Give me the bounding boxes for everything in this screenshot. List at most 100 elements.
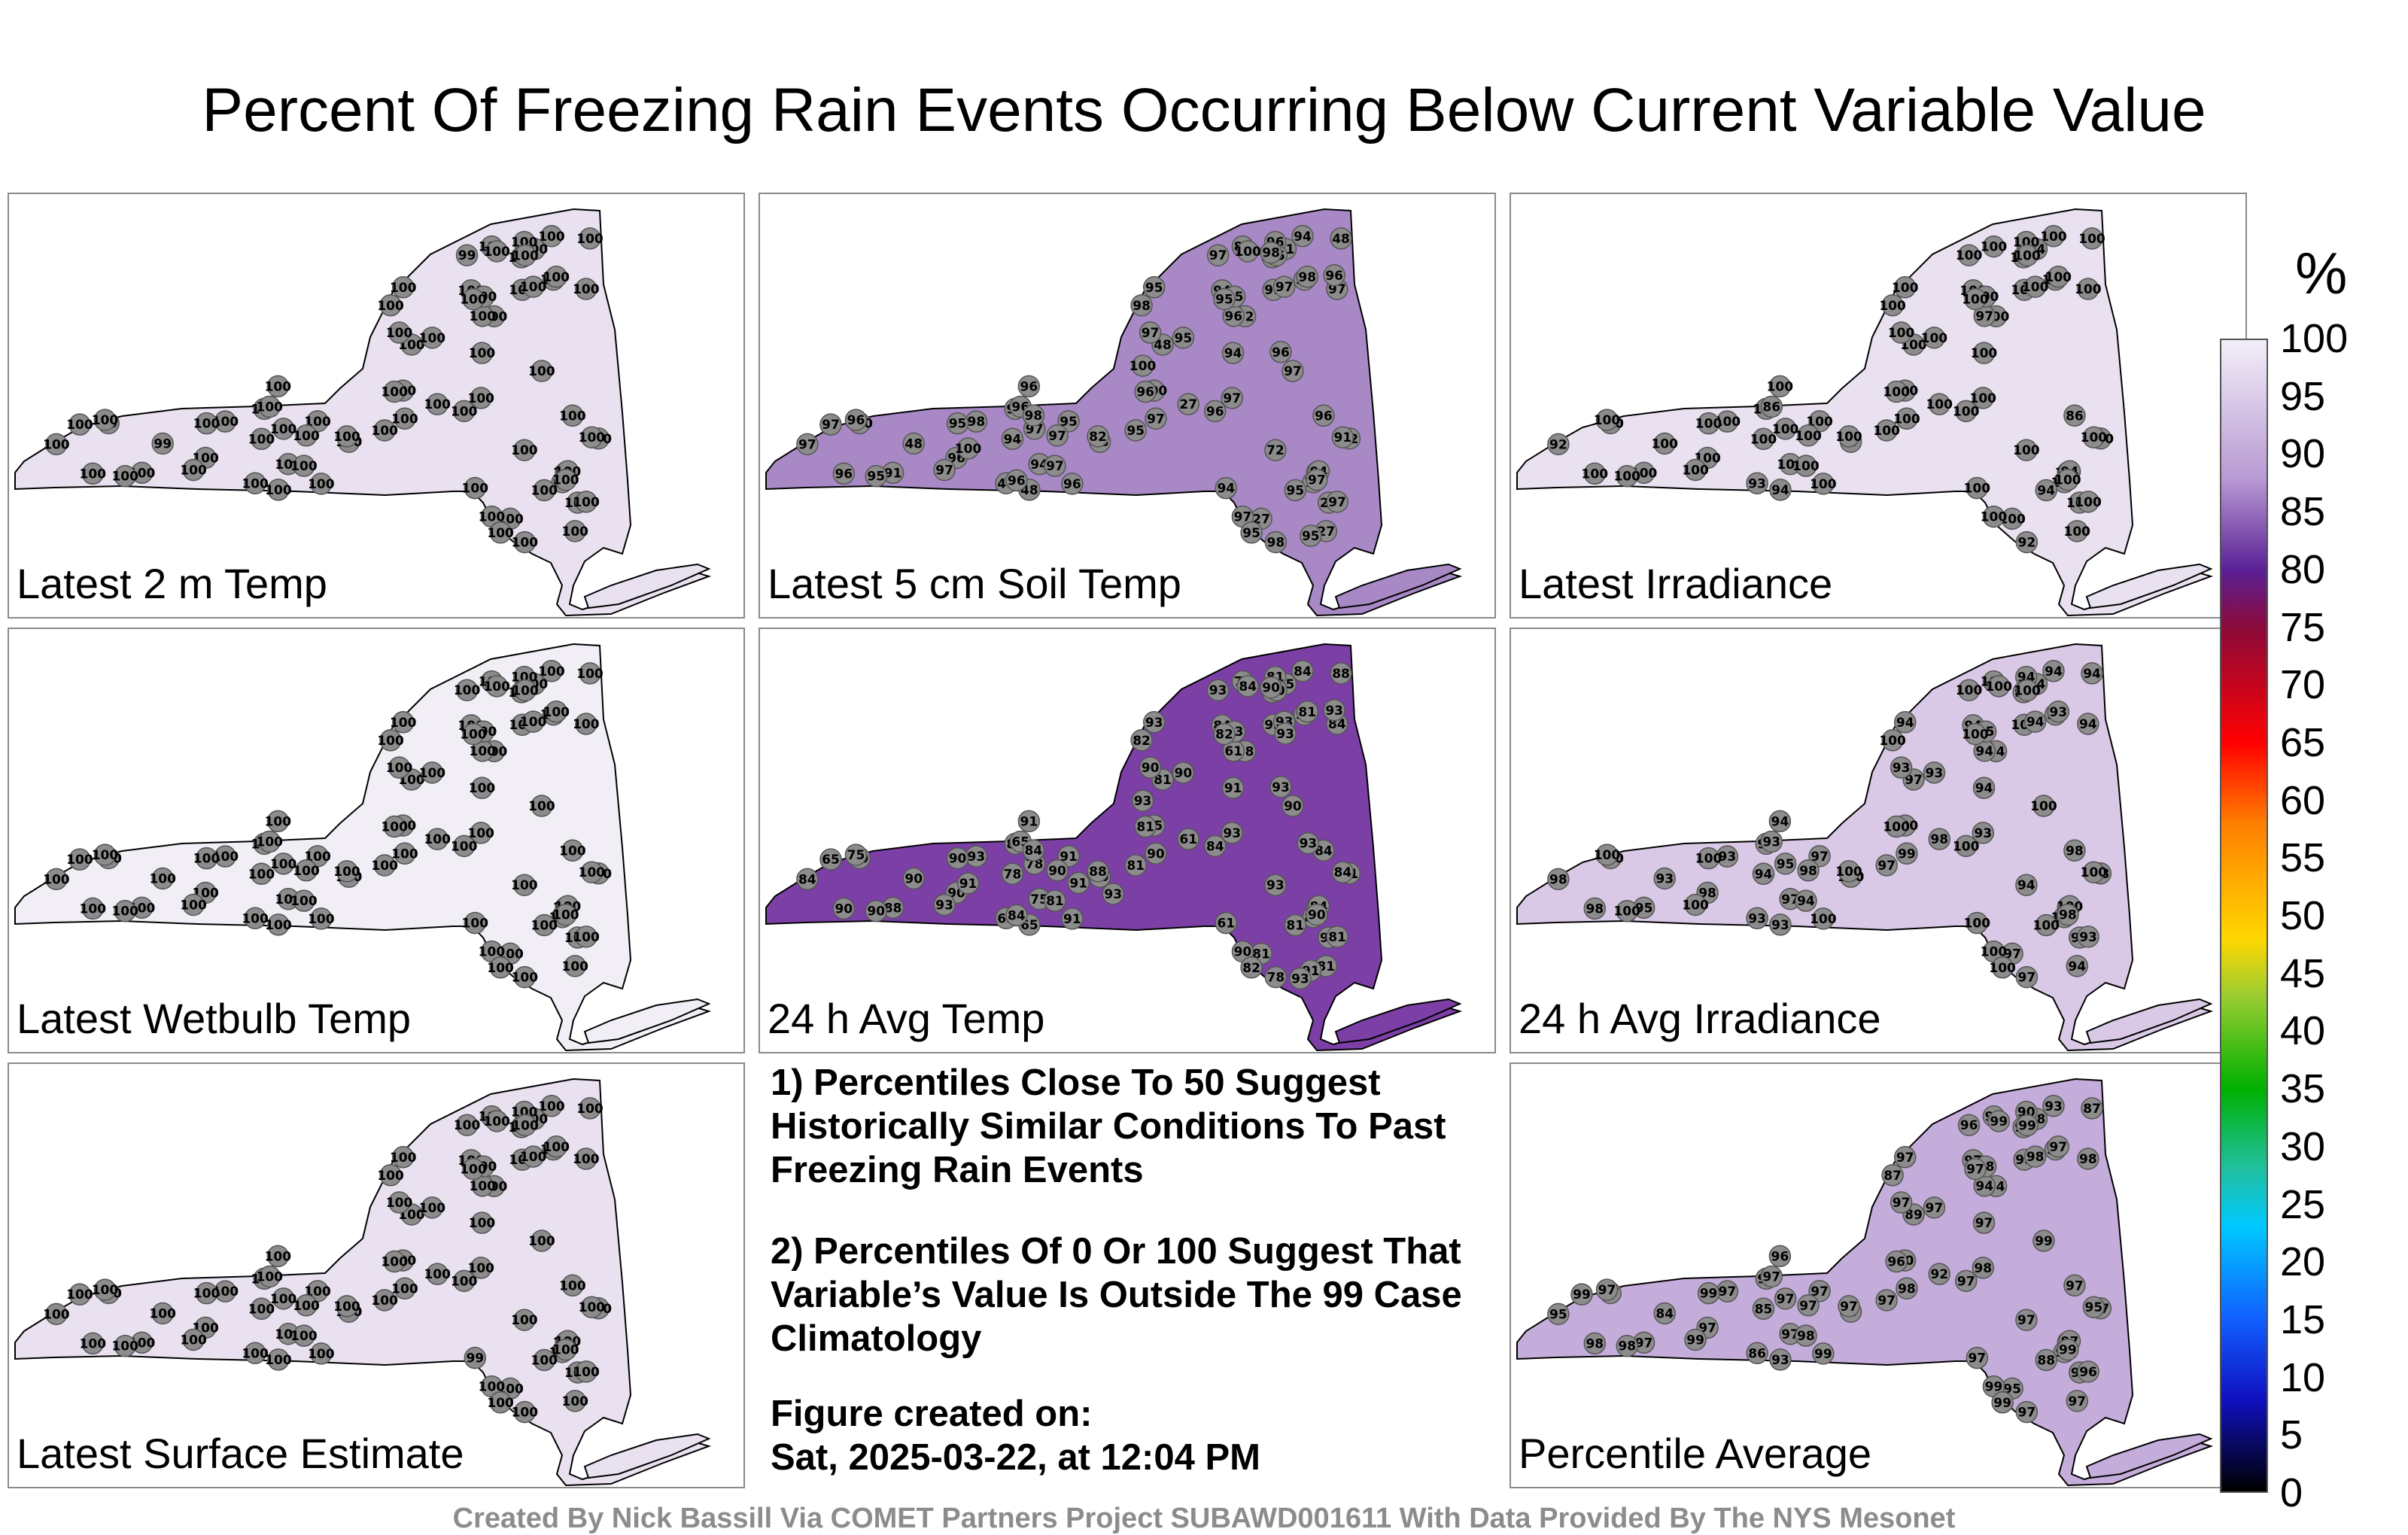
station-value: 96 <box>835 467 853 482</box>
station-value: 100 <box>381 1255 408 1270</box>
panel-label: Latest Irradiance <box>1519 560 1833 607</box>
station-marker: 100 <box>2033 913 2060 937</box>
station-value: 92 <box>1930 1267 1948 1282</box>
station-value: 97 <box>1966 1163 1984 1178</box>
station-value: 100 <box>1970 391 1997 406</box>
station-value: 100 <box>92 413 119 428</box>
station-marker: 100 <box>511 1309 538 1331</box>
station-value: 100 <box>92 848 119 863</box>
station-marker: 100 <box>2054 468 2081 491</box>
station-marker: 94 <box>2015 874 2038 896</box>
station-value: 96 <box>1771 1249 1789 1264</box>
station-value: 94 <box>2079 717 2097 732</box>
colorbar-tick-label: 65 <box>2280 719 2326 765</box>
station-value: 93 <box>1104 887 1122 902</box>
station-marker: 100 <box>1714 410 1741 433</box>
station-value: 98 <box>1974 1261 1992 1276</box>
state-outline <box>14 643 712 1052</box>
station-marker: 100 <box>531 913 558 937</box>
station-marker: 97 <box>1797 1294 1820 1317</box>
station-marker: 100 <box>579 1296 605 1318</box>
station-value: 100 <box>1130 359 1157 374</box>
station-marker: 100 <box>419 761 445 784</box>
station-marker: 100 <box>469 342 495 364</box>
station-marker: 90 <box>1306 903 1328 926</box>
station-marker: 100 <box>1962 287 1989 311</box>
colorbar-tick-label: 5 <box>2280 1412 2303 1458</box>
station-value: 96 <box>1063 477 1081 492</box>
station-value: 100 <box>2040 229 2067 245</box>
station-value: 100 <box>1981 945 2008 960</box>
ny-state-map: 1001001001001001001001001001001009910010… <box>14 1078 712 1487</box>
station-value: 98 <box>1930 832 1948 847</box>
station-marker: 100 <box>248 427 275 451</box>
station-value: 100 <box>265 1353 292 1368</box>
station-value: 100 <box>1613 470 1640 485</box>
station-value: 97 <box>1223 391 1241 406</box>
station-value: 84 <box>1025 843 1043 859</box>
station-marker: 100 <box>543 266 570 288</box>
station-marker: 87 <box>1881 1164 1904 1187</box>
station-value: 99 <box>1573 1287 1591 1302</box>
colorbar-tick-label: 90 <box>2280 431 2326 477</box>
station-value: 100 <box>1767 379 1794 394</box>
station-value: 100 <box>1234 245 1261 260</box>
colorbar-tick-label: 35 <box>2280 1066 2326 1112</box>
station-marker: 100 <box>512 1400 539 1424</box>
station-value: 100 <box>248 1302 275 1317</box>
station-value: 100 <box>419 1201 446 1216</box>
station-value: 97 <box>1275 280 1294 295</box>
station-value: 99 <box>1985 1380 2003 1395</box>
station-value: 97 <box>1926 1201 1944 1216</box>
figure-title: Percent Of Freezing Rain Events Occurrin… <box>202 76 2206 144</box>
station-value: 100 <box>212 415 239 430</box>
station-value: 81 <box>1136 820 1154 835</box>
station-marker: 81 <box>1296 701 1319 723</box>
long-island-outline <box>1334 563 1462 609</box>
colorbar-tick-label: 45 <box>2280 950 2326 996</box>
station-marker: 96 <box>1323 264 1345 287</box>
station-marker: 99 <box>1896 842 1918 865</box>
station-marker: 100 <box>242 1342 269 1365</box>
station-value: 95 <box>1286 484 1304 499</box>
station-marker: 97 <box>1893 1146 1917 1169</box>
station-marker: 100 <box>462 476 488 500</box>
station-marker: 100 <box>487 521 514 544</box>
station-marker: 100 <box>43 433 70 456</box>
station-value: 96 <box>1272 345 1290 360</box>
station-marker: 96 <box>1269 341 1292 363</box>
station-marker: 97 <box>1231 505 1254 528</box>
station-value: 93 <box>1655 872 1674 887</box>
station-marker: 100 <box>1792 454 1820 477</box>
station-value: 100 <box>528 799 555 814</box>
station-marker: 93 <box>1323 699 1345 722</box>
station-marker: 94 <box>1291 225 1314 248</box>
station-value: 100 <box>1989 961 2016 976</box>
station-value: 100 <box>559 843 586 859</box>
station-marker: 93 <box>2077 926 2099 948</box>
station-marker: 100 <box>1964 476 1990 500</box>
station-marker: 97 <box>2015 965 2039 989</box>
station-marker: 100 <box>308 473 335 495</box>
station-marker: 99 <box>455 244 479 266</box>
station-value: 100 <box>2030 799 2057 814</box>
station-value: 97 <box>1328 495 1346 510</box>
station-value: 100 <box>1695 417 1722 432</box>
station-value: 100 <box>512 1406 539 1421</box>
station-value: 93 <box>1974 826 1992 841</box>
station-marker: 95 <box>1124 419 1147 442</box>
station-marker: 94 <box>2081 662 2103 685</box>
station-value: 61 <box>1179 832 1197 847</box>
station-marker: 100 <box>2078 227 2105 250</box>
station-marker: 100 <box>538 660 565 682</box>
station-value: 75 <box>847 848 865 863</box>
station-value: 100 <box>1888 326 1915 341</box>
station-value: 100 <box>562 1394 589 1409</box>
station-value: 100 <box>520 715 547 730</box>
station-value: 100 <box>180 1333 207 1348</box>
station-marker: 98 <box>2063 839 2086 862</box>
station-marker: 100 <box>2013 439 2040 461</box>
station-value: 97 <box>1308 473 1326 488</box>
station-value: 100 <box>290 1329 318 1344</box>
long-island-outline <box>583 1433 711 1479</box>
